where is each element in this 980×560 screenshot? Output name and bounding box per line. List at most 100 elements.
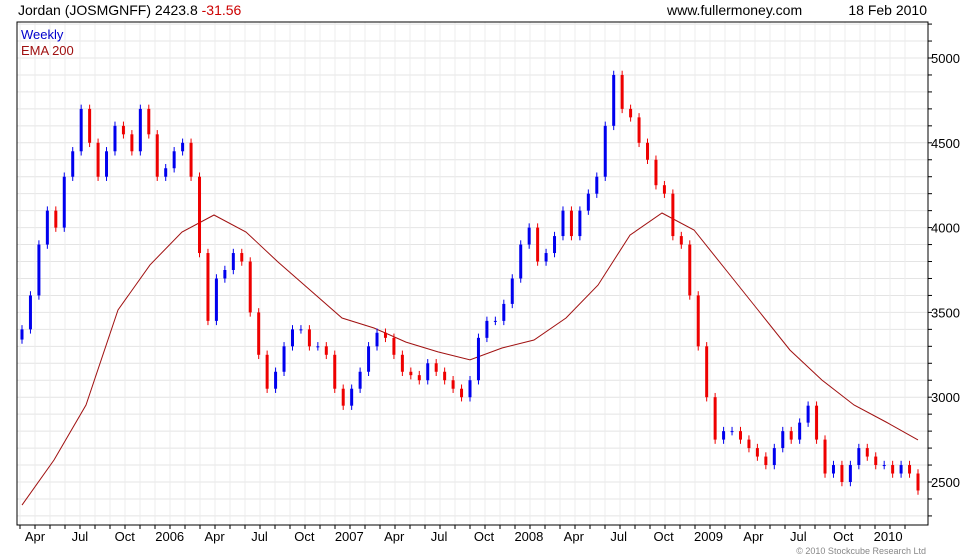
weekly-bar — [367, 342, 371, 376]
bar-body — [882, 465, 886, 467]
weekly-bar — [257, 308, 261, 360]
weekly-bar — [569, 206, 573, 241]
bar-body — [637, 117, 641, 143]
weekly-bar — [113, 121, 117, 156]
plot-area — [16, 21, 929, 526]
weekly-bar — [79, 104, 83, 156]
bar-body — [147, 108, 151, 135]
x-tick-label: Oct — [653, 529, 674, 544]
bar-body — [189, 142, 193, 177]
weekly-bar — [578, 206, 582, 241]
weekly-bar — [189, 138, 193, 181]
bar-body — [603, 125, 607, 177]
bar-body — [240, 253, 244, 262]
bar-body — [45, 210, 49, 245]
weekly-bar — [629, 104, 633, 122]
weekly-bar — [519, 240, 523, 283]
weekly-bar — [121, 121, 125, 139]
bar-body — [451, 380, 455, 389]
ema-line — [21, 212, 919, 506]
y-tick-label: 2500 — [931, 475, 960, 490]
weekly-bar — [772, 443, 776, 470]
bar-body — [848, 465, 852, 482]
bar-body — [248, 261, 252, 313]
bar-body — [620, 74, 624, 109]
weekly-bar — [324, 342, 328, 360]
weekly-bar — [358, 367, 362, 393]
bar-body — [392, 337, 396, 355]
bar-body — [181, 142, 185, 152]
bar-body — [789, 431, 793, 440]
bar-body — [341, 388, 345, 406]
weekly-bar — [88, 104, 92, 148]
weekly-bar — [155, 130, 159, 181]
weekly-bar — [755, 443, 759, 461]
weekly-bar — [130, 130, 134, 156]
bar-body — [367, 346, 371, 372]
weekly-bar — [823, 435, 827, 478]
weekly-bar — [181, 138, 185, 156]
bar-body — [553, 236, 557, 254]
weekly-bar — [789, 426, 793, 444]
bar-body — [316, 346, 320, 348]
weekly-bar — [54, 206, 58, 232]
weekly-bar — [502, 299, 506, 326]
ema-200-line — [21, 212, 919, 506]
weekly-bar — [451, 376, 455, 393]
weekly-bar — [848, 460, 852, 487]
bar-body — [198, 176, 202, 254]
weekly-bar — [671, 189, 675, 241]
bar-body — [417, 375, 421, 381]
weekly-bar — [865, 443, 869, 461]
bar-body — [561, 210, 565, 237]
chart-title: Jordan (JOSMGNFF) 2423.8 -31.56 — [18, 2, 242, 18]
weekly-bar — [561, 206, 565, 241]
bar-body — [578, 210, 582, 237]
weekly-bar — [214, 274, 218, 326]
bar-body — [350, 388, 354, 406]
bar-body — [307, 329, 311, 347]
weekly-bar — [307, 325, 311, 351]
weekly-bar — [874, 452, 878, 470]
bar-body — [654, 159, 658, 186]
x-tick-label: Oct — [833, 529, 854, 544]
weekly-bar — [383, 328, 387, 343]
x-tick-label: 2008 — [514, 529, 543, 544]
source-site[interactable]: www.fullermoney.com — [666, 2, 802, 18]
weekly-bar — [806, 401, 810, 427]
weekly-bar — [536, 223, 540, 266]
bar-body — [324, 346, 328, 355]
weekly-bar — [696, 291, 700, 351]
weekly-bar — [722, 426, 726, 444]
weekly-bar — [882, 460, 886, 470]
bar-body — [840, 465, 844, 482]
y-tick-label: 3500 — [931, 305, 960, 320]
weekly-bar — [781, 426, 785, 453]
weekly-bar — [891, 460, 895, 478]
bar-body — [105, 151, 109, 177]
weekly-bar — [290, 325, 294, 351]
bar-body — [705, 346, 709, 398]
bar-body — [71, 151, 75, 177]
change-value: -31.56 — [202, 2, 242, 18]
bar-body — [612, 74, 616, 126]
weekly-bar — [679, 231, 683, 249]
weekly-bar — [443, 367, 447, 385]
weekly-bar — [392, 333, 396, 360]
chart-date: 18 Feb 2010 — [848, 2, 927, 18]
bar-body — [62, 176, 66, 228]
weekly-bar — [274, 367, 278, 393]
axes: 2500 3000 3500 4000 4500 5000 Apr Jul Oct 2006 Apr… — [19, 23, 960, 544]
bar-body — [409, 371, 413, 376]
weekly-bar — [333, 350, 337, 393]
weekly-bar — [857, 443, 861, 470]
bar-body — [155, 134, 159, 177]
bar-body — [806, 405, 810, 423]
x-tick-label: Apr — [25, 529, 46, 544]
bar-body — [899, 465, 903, 474]
weekly-bars — [20, 70, 920, 495]
weekly-bar — [798, 418, 802, 444]
bar-body — [426, 363, 430, 381]
weekly-bar — [45, 206, 49, 249]
